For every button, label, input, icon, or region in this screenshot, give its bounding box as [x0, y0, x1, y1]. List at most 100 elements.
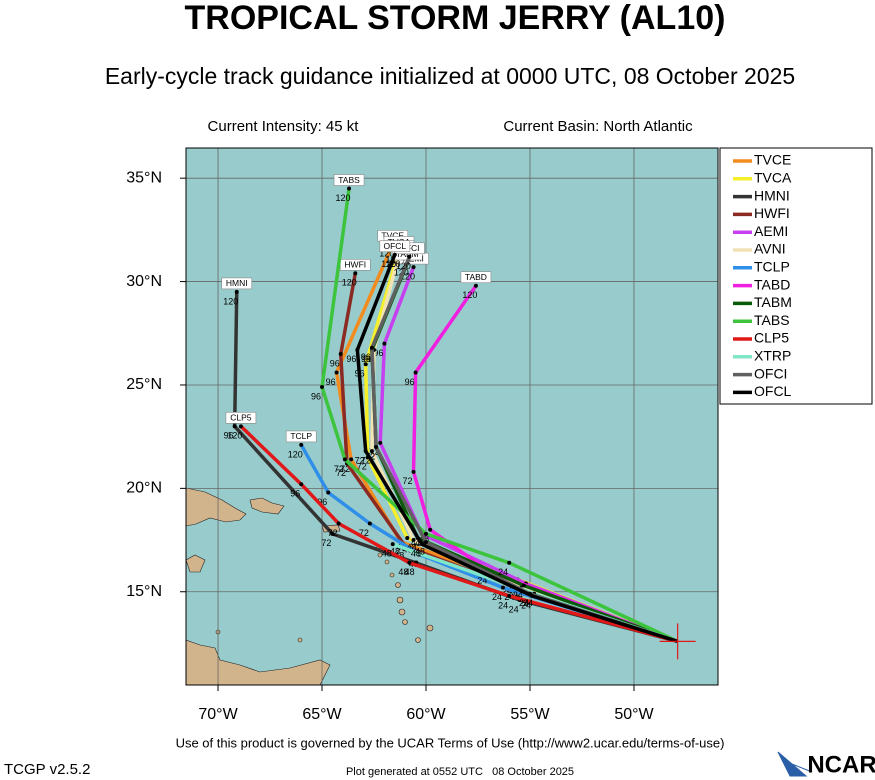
track-point [424, 540, 429, 545]
hour-label: 120 [462, 290, 477, 300]
track-point [320, 385, 325, 390]
track-point [342, 457, 347, 462]
hour-label: 96 [361, 352, 371, 362]
hour-label: 96 [224, 431, 234, 441]
y-tick-label: 20°N [126, 480, 162, 497]
hour-label: 72 [336, 468, 346, 478]
track-point [238, 424, 243, 429]
hour-label: 96 [363, 354, 373, 364]
track-point [530, 593, 535, 598]
legend-label: CLP5 [754, 330, 789, 346]
track-point [473, 283, 478, 288]
track-point [369, 449, 374, 454]
hour-label: 24 [511, 590, 521, 600]
track-point [507, 560, 512, 565]
chart-title: TROPICAL STORM JERRY (AL10) [185, 0, 726, 37]
model-tag: OFCL [383, 241, 406, 251]
hour-label: 48 [411, 549, 421, 559]
track-line [239, 425, 679, 644]
track-point [521, 583, 526, 588]
legend-label: TCLP [754, 259, 790, 275]
track-point [424, 531, 429, 536]
track-point [336, 521, 341, 526]
track-point [369, 345, 374, 350]
hour-label: 72 [361, 456, 371, 466]
hour-label: 48 [415, 546, 425, 556]
model-tag: HMNI [226, 278, 248, 288]
hour-label: 96 [330, 358, 340, 368]
hour-label: 24 [498, 567, 508, 577]
track-point [326, 490, 331, 495]
y-tick-label: 25°N [126, 376, 162, 393]
hour-label: 72 [359, 528, 369, 538]
legend-label: TABM [754, 294, 792, 310]
track-point [411, 265, 416, 270]
legend-label: TABD [754, 276, 790, 292]
track-line [355, 254, 679, 644]
hour-label: 120 [227, 431, 242, 441]
legend-label: TVCE [754, 152, 791, 168]
legend-label: TVCA [754, 170, 792, 186]
hour-label: 96 [361, 354, 371, 364]
track-point [390, 542, 395, 547]
hour-label: 24 [492, 592, 502, 602]
track-point [334, 370, 339, 375]
generated: Plot generated at 0552 UTC 08 October 20… [346, 766, 574, 778]
legend-label: HMNI [754, 187, 790, 203]
hour-label: 24 [509, 604, 519, 614]
track-point [507, 593, 512, 598]
hour-label: 24 [521, 600, 531, 610]
track-point [330, 531, 335, 536]
hour-label: 24 [513, 590, 523, 600]
hour-label: 72 [328, 528, 338, 538]
model-tag: TABS [338, 175, 360, 185]
logo: NCAR [807, 751, 875, 778]
legend-label: AEMI [754, 223, 788, 239]
y-tick-label: 15°N [126, 583, 162, 600]
hour-label: 48 [398, 567, 408, 577]
legend-label: TABS [754, 312, 790, 328]
hour-label: 96 [317, 497, 327, 507]
track-point [392, 252, 397, 257]
track-point [500, 585, 505, 590]
version: TCGP v2.5.2 [4, 761, 90, 778]
track-point [413, 370, 418, 375]
hour-label: 96 [311, 391, 321, 401]
hour-label: 120 [223, 296, 238, 306]
model-tag-box [285, 430, 317, 443]
intensity: Current Intensity: 45 kt [208, 118, 360, 135]
y-tick-label: 30°N [126, 273, 162, 290]
hour-label: 96 [346, 354, 356, 364]
basin: Current Basin: North Atlantic [503, 118, 693, 135]
model-tag: HWFI [344, 260, 366, 270]
hour-label: 120 [381, 259, 396, 269]
x-tick-label: 55°W [510, 706, 550, 723]
hour-label: 24 [477, 575, 487, 585]
track-point [355, 347, 360, 352]
x-tick-label: 50°W [614, 706, 654, 723]
model-tag-box [225, 412, 257, 424]
legend-label: HWFI [754, 205, 790, 221]
land [186, 487, 434, 685]
hour-label: 48 [411, 538, 421, 548]
hour-label: 120 [336, 193, 351, 203]
track-point [363, 362, 368, 367]
track-point [349, 457, 354, 462]
hour-label: 96 [290, 489, 300, 499]
track-point [374, 444, 379, 449]
track-point [299, 442, 304, 447]
hour-label: 48 [390, 546, 400, 556]
hour-label: 96 [373, 348, 383, 358]
hour-label: 120 [396, 261, 411, 271]
track-point [428, 527, 433, 532]
track-point [405, 535, 410, 540]
track-point [411, 469, 416, 474]
legend-label: XTRP [754, 348, 791, 364]
hour-label: 48 [407, 542, 417, 552]
logo-mark [777, 751, 813, 777]
hour-label: 24 [519, 598, 529, 608]
track-point [347, 186, 352, 191]
model-tag-box [333, 174, 365, 186]
track-point [382, 341, 387, 346]
